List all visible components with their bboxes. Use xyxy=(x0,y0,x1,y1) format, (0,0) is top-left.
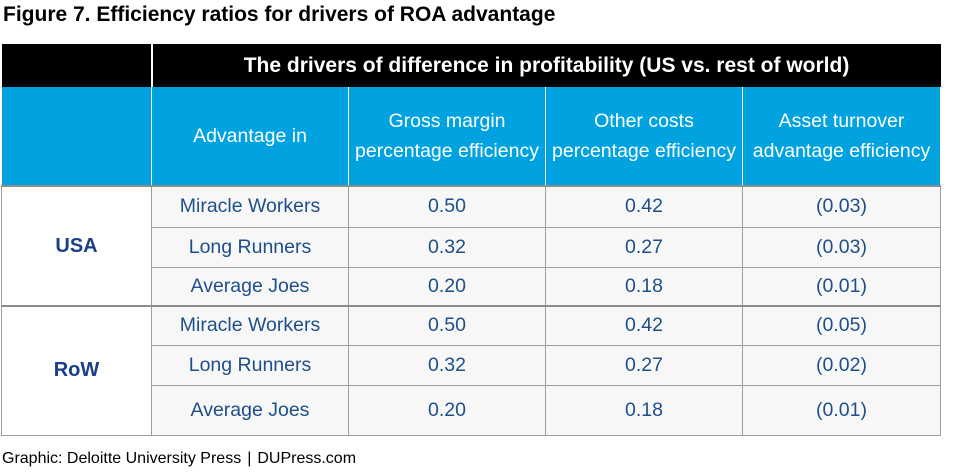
table-cell-company: Long Runners xyxy=(151,226,349,268)
table-cell: 0.20 xyxy=(348,384,546,436)
table-cell: 0.50 xyxy=(348,305,546,346)
table-cell: 0.42 xyxy=(545,305,743,346)
table-cell: (0.02) xyxy=(741,344,942,386)
source-credit: Graphic: Deloitte University Press | DUPre… xyxy=(2,450,356,468)
table-cell: 0.18 xyxy=(545,266,743,307)
table-cell: 0.18 xyxy=(545,384,743,436)
table-cell: 0.50 xyxy=(348,185,546,228)
table-row: Long Runners 0.32 0.27 (0.03) xyxy=(2,226,942,268)
column-header-row: Advantage in Gross margin percentage eff… xyxy=(1,87,942,186)
table-cell-company: Miracle Workers xyxy=(151,185,349,228)
table-cell: (0.03) xyxy=(741,185,942,228)
table-cell: (0.01) xyxy=(741,266,942,307)
credit-publisher: Graphic: Deloitte University Press xyxy=(2,450,242,467)
table-cell: 0.27 xyxy=(545,344,743,386)
table-cell: (0.05) xyxy=(741,305,942,346)
table-cell: 0.27 xyxy=(545,226,743,268)
table-cell-company: Miracle Workers xyxy=(151,305,349,346)
table-row: Average Joes 0.20 0.18 (0.01) xyxy=(2,266,942,307)
figure-title: Figure 7. Efficiency ratios for drivers … xyxy=(3,3,556,26)
table-row: Average Joes 0.20 0.18 (0.01) xyxy=(2,384,942,436)
table-cell: 0.20 xyxy=(348,266,546,307)
table-cell: 0.32 xyxy=(348,344,546,386)
credit-separator: | xyxy=(247,450,252,467)
header-advantage-in: Advantage in xyxy=(151,87,349,186)
table-banner: The drivers of difference in profitabili… xyxy=(151,44,941,87)
table-cell-company: Average Joes xyxy=(151,384,349,436)
credit-website: DUPress.com xyxy=(257,450,357,467)
banner-row: The drivers of difference in profitabili… xyxy=(1,44,941,87)
table-cell: 0.32 xyxy=(348,226,546,268)
table-row: RoW Miracle Workers 0.50 0.42 (0.05) xyxy=(1,305,942,436)
header-asset-turnover: Asset turnover advantage efficiency xyxy=(741,87,942,186)
group-label-row: RoW xyxy=(1,305,152,436)
table-cell: 0.42 xyxy=(545,185,743,228)
table-row: Long Runners 0.32 0.27 (0.02) xyxy=(2,344,942,386)
table-row: USA Miracle Workers 0.50 0.42 (0.03) xyxy=(1,185,942,307)
table-cell: (0.03) xyxy=(741,226,942,268)
table-cell-company: Average Joes xyxy=(151,266,349,307)
efficiency-table: The drivers of difference in profitabili… xyxy=(1,44,942,436)
group-label-usa: USA xyxy=(1,185,152,307)
header-corner xyxy=(1,87,152,186)
banner-corner xyxy=(1,44,153,87)
table-cell-company: Long Runners xyxy=(151,344,349,386)
table-cell: (0.01) xyxy=(741,384,942,436)
header-gross-margin: Gross margin percentage efficiency xyxy=(348,87,546,186)
header-other-costs: Other costs percentage efficiency xyxy=(545,87,743,186)
